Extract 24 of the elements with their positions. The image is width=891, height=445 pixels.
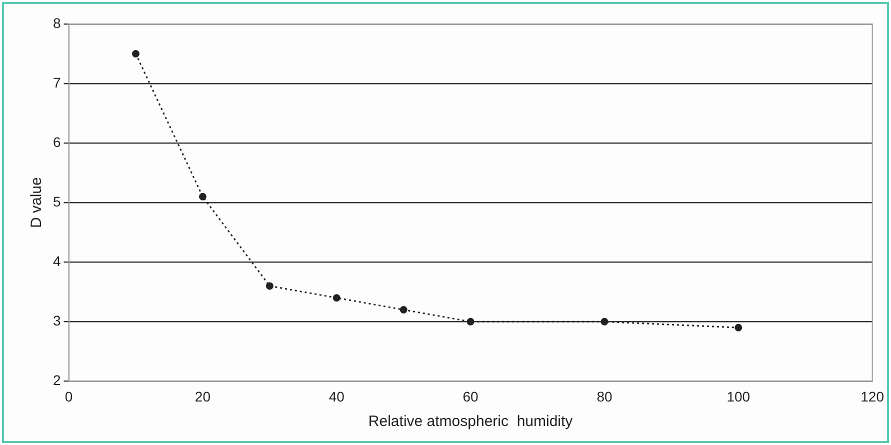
x-tick-label: 120 — [860, 388, 884, 404]
y-tick-label: 5 — [52, 193, 61, 210]
x-tick-label: 0 — [64, 388, 73, 404]
point — [132, 50, 140, 58]
y-tick-label: 6 — [52, 134, 61, 150]
point — [400, 306, 408, 314]
point — [332, 294, 340, 302]
x-tick-label: 80 — [596, 388, 612, 404]
point — [266, 282, 274, 290]
y-tick-label: 7 — [52, 74, 61, 90]
y-tick-label: 4 — [52, 252, 61, 269]
x-tick-label: 20 — [194, 388, 211, 404]
x-tick-label: 100 — [726, 388, 750, 404]
y-tick-label: 3 — [52, 312, 61, 329]
x-tick-label: 60 — [462, 388, 479, 404]
point — [734, 324, 742, 332]
y-tick-label: 2 — [52, 372, 61, 388]
point — [466, 318, 474, 326]
y-axis-title: D value — [28, 177, 46, 228]
point — [198, 192, 206, 200]
x-tick-label: 40 — [328, 388, 345, 404]
y-tick-label: 8 — [52, 14, 61, 31]
x-axis-title: Relative atmospheric humidity — [368, 413, 574, 430]
point — [600, 318, 608, 326]
